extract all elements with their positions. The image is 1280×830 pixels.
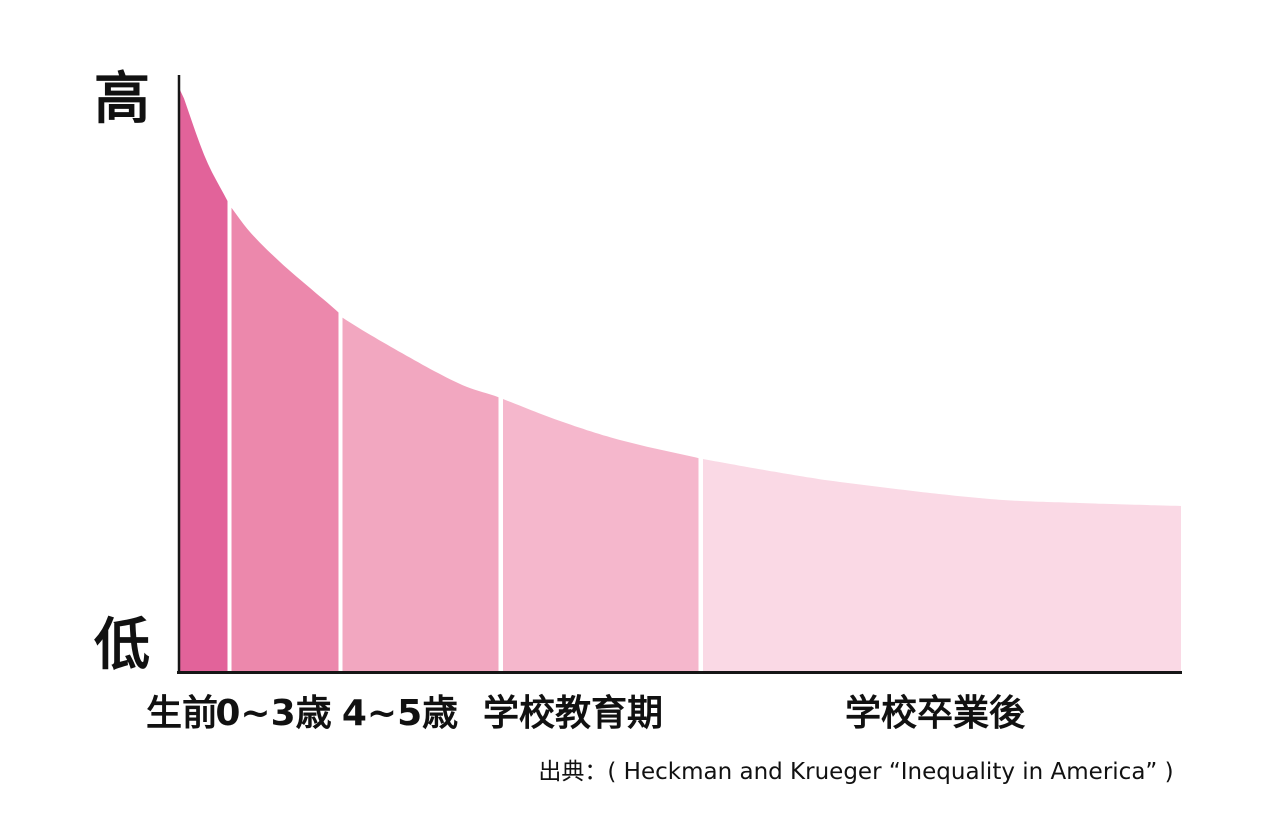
chart-segment-5: [703, 459, 1181, 671]
y-axis-label-low: 低: [94, 613, 150, 678]
x-axis-label-2: 0~3歳: [215, 693, 332, 734]
x-axis-label-4: 学校教育期: [482, 693, 664, 734]
source-citation: 出典：( Heckman and Krueger “Inequality in …: [538, 759, 1174, 785]
x-axis-label-3: 4~5歳: [341, 693, 459, 734]
x-axis-label-5: 学校卒業後: [844, 693, 1026, 734]
chart-segment-1: [180, 90, 228, 671]
x-axis-label-1: 生前: [145, 693, 219, 734]
y-axis-label-high: 高: [94, 67, 150, 132]
chart-segment-3: [342, 317, 499, 671]
chart-segment-2: [231, 207, 339, 671]
chart-segment-4: [503, 399, 699, 671]
